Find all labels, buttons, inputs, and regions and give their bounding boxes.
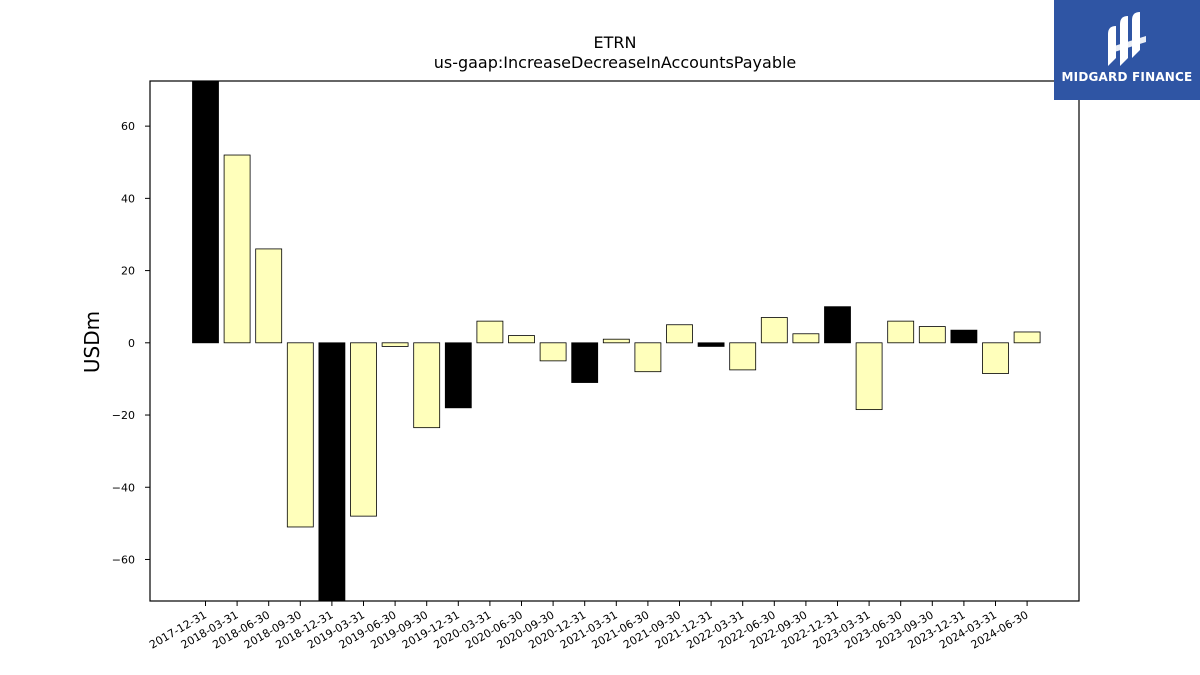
bar-2018-12-31 <box>318 342 346 602</box>
y-tick-label: −20 <box>112 409 135 422</box>
bar-2020-12-31 <box>571 342 599 383</box>
x-ticks-group: 2017-12-312018-03-312018-06-302018-09-30… <box>147 601 1031 652</box>
plot-frame <box>149 80 1080 602</box>
bar-2020-06-30 <box>508 335 535 344</box>
y-tick-label: −60 <box>112 553 135 566</box>
bars-group <box>192 80 1041 602</box>
bar-2019-06-30 <box>381 342 409 347</box>
bar-2021-03-31 <box>602 338 630 344</box>
bar-2018-03-31 <box>223 154 251 344</box>
bar-2019-09-30 <box>413 342 441 429</box>
bar-2023-09-30 <box>918 326 946 344</box>
bar-2022-06-30 <box>760 317 788 344</box>
bar-2022-09-30 <box>792 333 820 344</box>
logo-text: MIDGARD FINANCE <box>1061 70 1193 84</box>
bar-2021-09-30 <box>666 324 693 344</box>
bar-2022-12-31 <box>824 306 851 344</box>
bar-2023-12-31 <box>950 329 978 344</box>
y-ticks-group: −60 −40 −20 0 20 40 60 <box>112 120 150 566</box>
bar-2019-03-31 <box>350 342 377 517</box>
y-tick-label: 40 <box>121 192 135 205</box>
midgard-logo-icon <box>1108 12 1146 66</box>
bar-2022-03-31 <box>729 342 757 371</box>
bar-2018-06-30 <box>255 248 283 344</box>
bar-2017-12-31 <box>192 80 219 344</box>
y-tick-label: 0 <box>128 337 135 350</box>
y-tick-label: 60 <box>121 120 135 133</box>
brand-logo: MIDGARD FINANCE <box>1054 0 1200 100</box>
bar-2023-03-31 <box>855 342 883 411</box>
bar-2021-06-30 <box>634 342 662 373</box>
bar-2021-12-31 <box>697 342 725 347</box>
bar-2019-12-31 <box>444 342 472 409</box>
y-tick-label: −40 <box>112 481 135 494</box>
y-axis-label: USDm <box>80 311 104 373</box>
chart-title: ETRN <box>594 33 637 52</box>
bar-2024-06-30 <box>1013 331 1041 344</box>
bar-2024-03-31 <box>982 342 1009 374</box>
bar-2020-03-31 <box>476 320 504 344</box>
bar-2018-09-30 <box>286 342 314 528</box>
chart-subtitle: us-gaap:IncreaseDecreaseInAccountsPayabl… <box>434 53 797 72</box>
bar-2020-09-30 <box>539 342 567 362</box>
y-tick-label: 20 <box>121 265 135 278</box>
bar-2023-06-30 <box>887 320 915 344</box>
